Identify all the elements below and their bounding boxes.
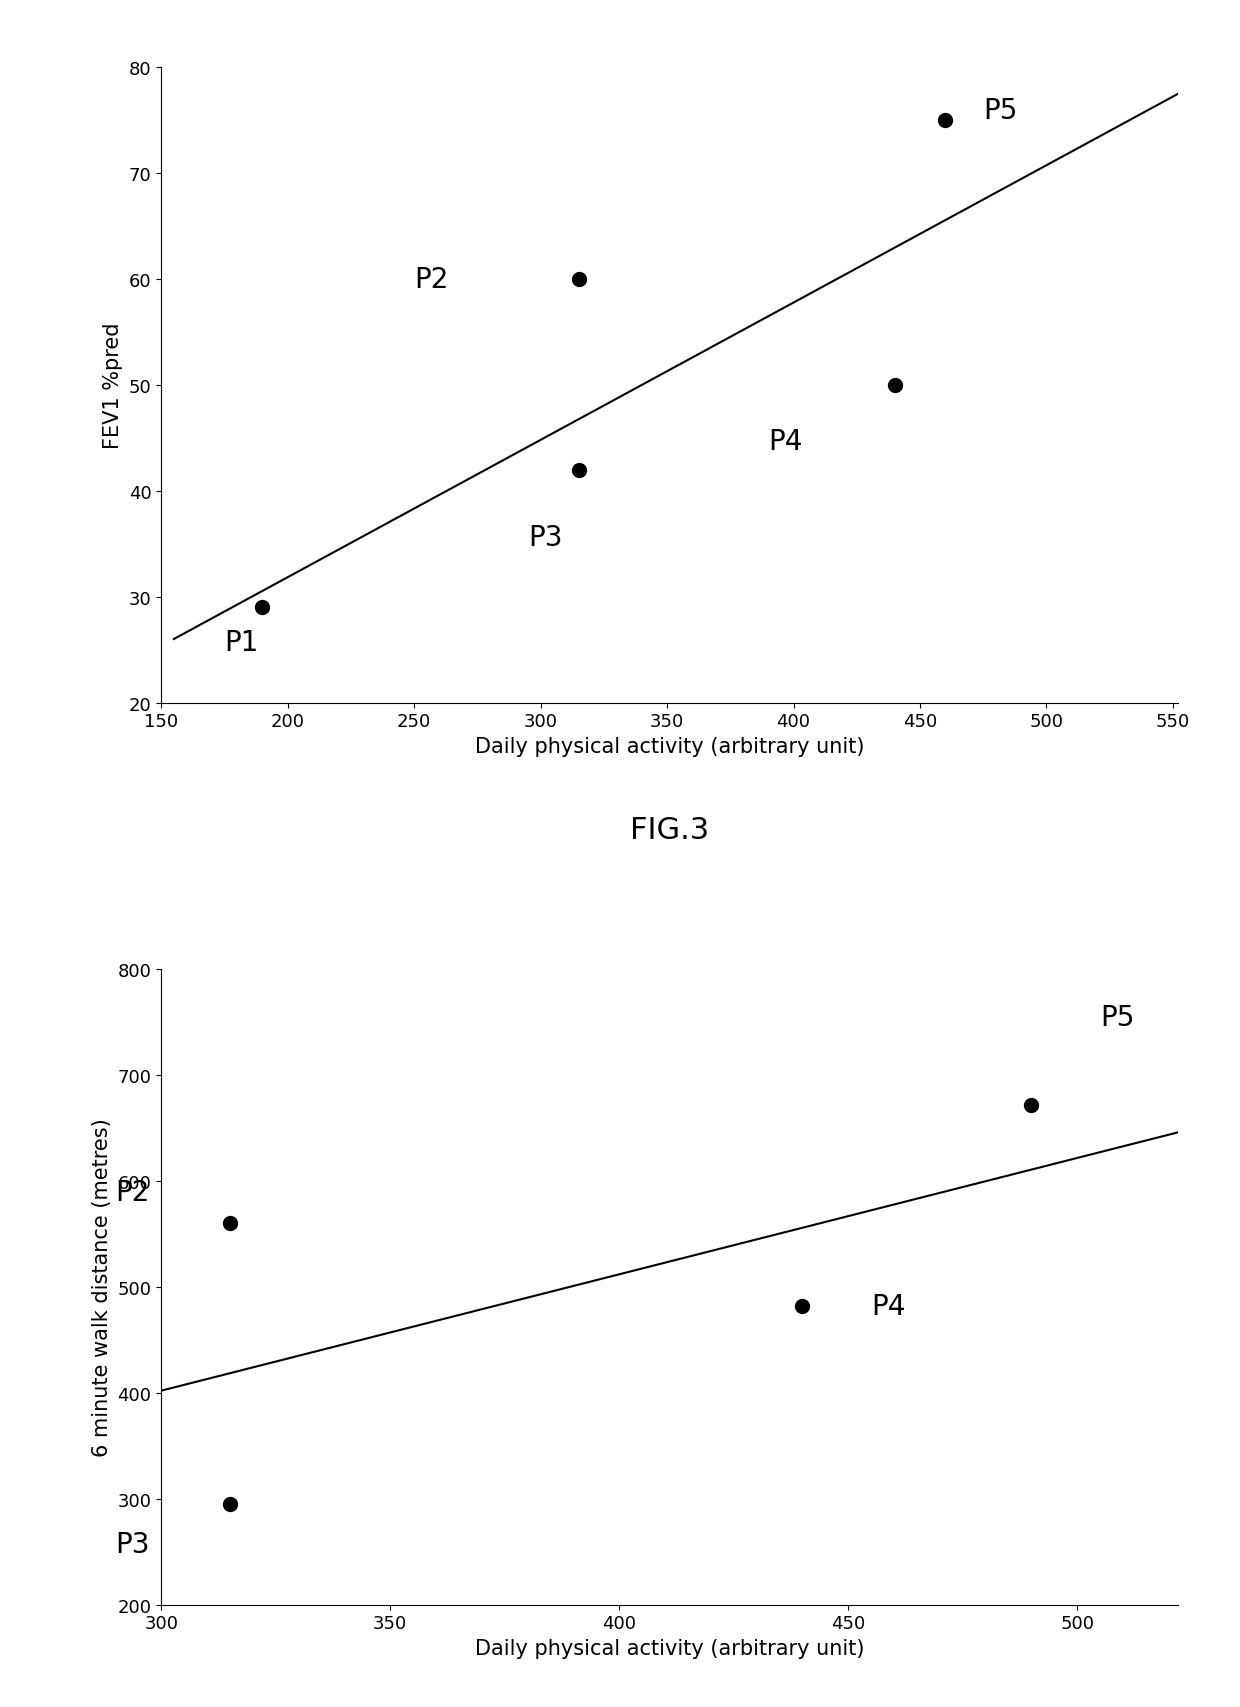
Text: P4: P4 — [769, 428, 802, 456]
Point — [569, 266, 589, 294]
X-axis label: Daily physical activity (arbitrary unit): Daily physical activity (arbitrary unit) — [475, 736, 864, 756]
X-axis label: Daily physical activity (arbitrary unit): Daily physical activity (arbitrary unit) — [475, 1637, 864, 1657]
Text: P3: P3 — [528, 524, 563, 551]
Point — [1022, 1091, 1042, 1118]
Point — [935, 108, 955, 135]
Text: P2: P2 — [115, 1178, 150, 1205]
Text: P5: P5 — [1100, 1004, 1135, 1031]
Y-axis label: FEV1 %pred: FEV1 %pred — [103, 323, 123, 449]
Point — [792, 1292, 812, 1320]
Text: P5: P5 — [983, 97, 1018, 125]
Point — [569, 457, 589, 485]
Text: P1: P1 — [224, 630, 259, 657]
Text: FIG.3: FIG.3 — [630, 816, 709, 845]
Point — [253, 594, 273, 621]
Y-axis label: 6 minute walk distance (metres): 6 minute walk distance (metres) — [92, 1118, 112, 1456]
Text: P4: P4 — [872, 1292, 905, 1320]
Text: P3: P3 — [115, 1531, 150, 1558]
Point — [885, 372, 905, 399]
Point — [219, 1210, 239, 1238]
Point — [219, 1490, 239, 1518]
Text: P2: P2 — [414, 266, 449, 294]
